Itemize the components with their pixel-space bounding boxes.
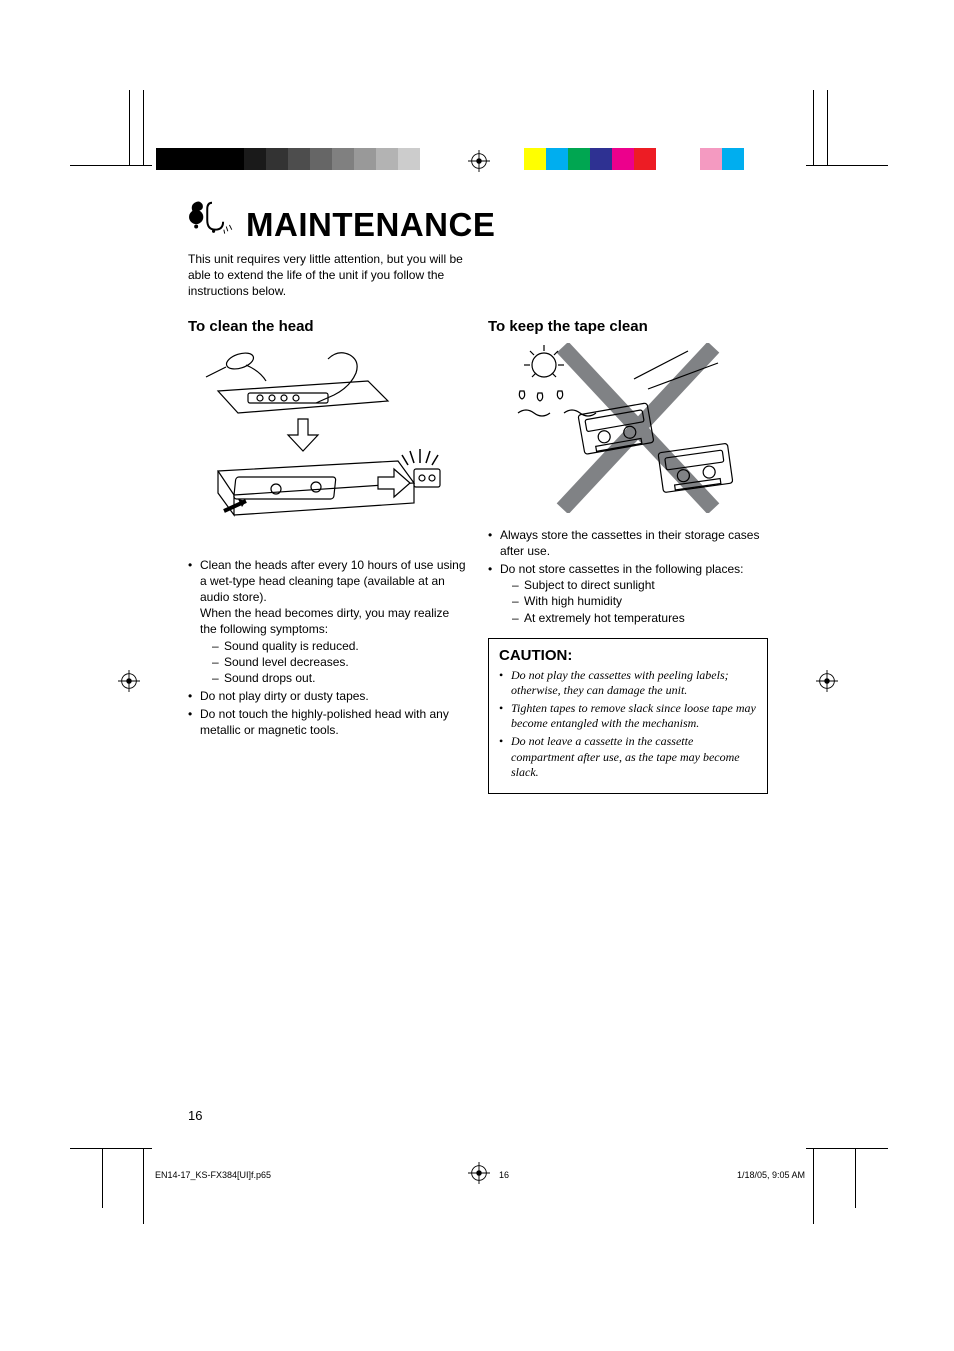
subheading-tape-clean: To keep the tape clean — [488, 318, 768, 335]
caution-title: CAUTION: — [499, 647, 757, 664]
symptoms-list: Sound quality is reduced. Sound level de… — [200, 638, 468, 687]
clean-head-list: Clean the heads after every 10 hours of … — [188, 557, 468, 739]
caution-list: Do not play the cassettes with peeling l… — [499, 668, 757, 781]
tape-clean-list: Always store the cassettes in their stor… — [488, 527, 768, 626]
subheading-clean-head: To clean the head — [188, 318, 468, 335]
footer-page: 16 — [499, 1170, 509, 1180]
page-title: MAINTENANCE — [246, 208, 495, 241]
crop-line — [143, 1148, 144, 1224]
list-text: Clean the heads after every 10 hours of … — [200, 558, 466, 604]
list-text: Do not store cassettes in the following … — [500, 562, 743, 576]
list-item: Clean the heads after every 10 hours of … — [188, 557, 468, 687]
list-item: Always store the cassettes in their stor… — [488, 527, 768, 559]
registration-mark-icon — [468, 150, 490, 172]
list-item: Subject to direct sunlight — [512, 577, 768, 593]
registration-mark-icon — [118, 670, 140, 692]
crop-line — [143, 90, 144, 166]
registration-mark-icon — [468, 1162, 490, 1184]
left-column: To clean the head — [188, 318, 468, 794]
crop-line — [806, 1148, 888, 1149]
crop-line — [70, 165, 152, 166]
grayscale-bar — [156, 148, 442, 170]
list-item: Do not touch the highly-polished head wi… — [188, 706, 468, 738]
list-item: Sound quality is reduced. — [212, 638, 468, 654]
crop-line — [129, 90, 130, 166]
crop-line — [102, 1148, 103, 1208]
list-item: Sound drops out. — [212, 670, 468, 686]
registration-mark-icon — [816, 670, 838, 692]
caution-box: CAUTION: Do not play the cassettes with … — [488, 638, 768, 794]
list-item: Do not leave a cassette in the cassette … — [499, 734, 757, 781]
list-note: When the head becomes dirty, you may rea… — [200, 605, 468, 637]
figure-tape-storage — [488, 343, 748, 513]
list-item: Do not play the cassettes with peeling l… — [499, 668, 757, 699]
maintenance-icon — [188, 198, 236, 241]
right-column: To keep the tape clean — [488, 318, 768, 794]
list-item: Sound level decreases. — [212, 654, 468, 670]
crop-line — [855, 1148, 856, 1208]
footer-file: EN14-17_KS-FX384[UI]f.p65 — [155, 1170, 271, 1180]
list-item: Tighten tapes to remove slack since loos… — [499, 701, 757, 732]
footer-datetime: 1/18/05, 9:05 AM — [737, 1170, 805, 1180]
list-item: Do not store cassettes in the following … — [488, 561, 768, 626]
page-content: MAINTENANCE This unit requires very litt… — [188, 198, 768, 794]
page-number: 16 — [188, 1108, 202, 1123]
list-item: At extremely hot temperatures — [512, 610, 768, 626]
places-list: Subject to direct sunlight With high hum… — [500, 577, 768, 626]
figure-clean-head — [188, 343, 448, 543]
list-item: Do not play dirty or dusty tapes. — [188, 688, 468, 704]
crop-line — [813, 1148, 814, 1224]
color-bar — [524, 148, 744, 170]
list-item: With high humidity — [512, 593, 768, 609]
intro-text: This unit requires very little attention… — [188, 251, 468, 300]
crop-line — [806, 165, 888, 166]
crop-line — [827, 90, 828, 166]
crop-line — [813, 90, 814, 166]
crop-line — [70, 1148, 152, 1149]
